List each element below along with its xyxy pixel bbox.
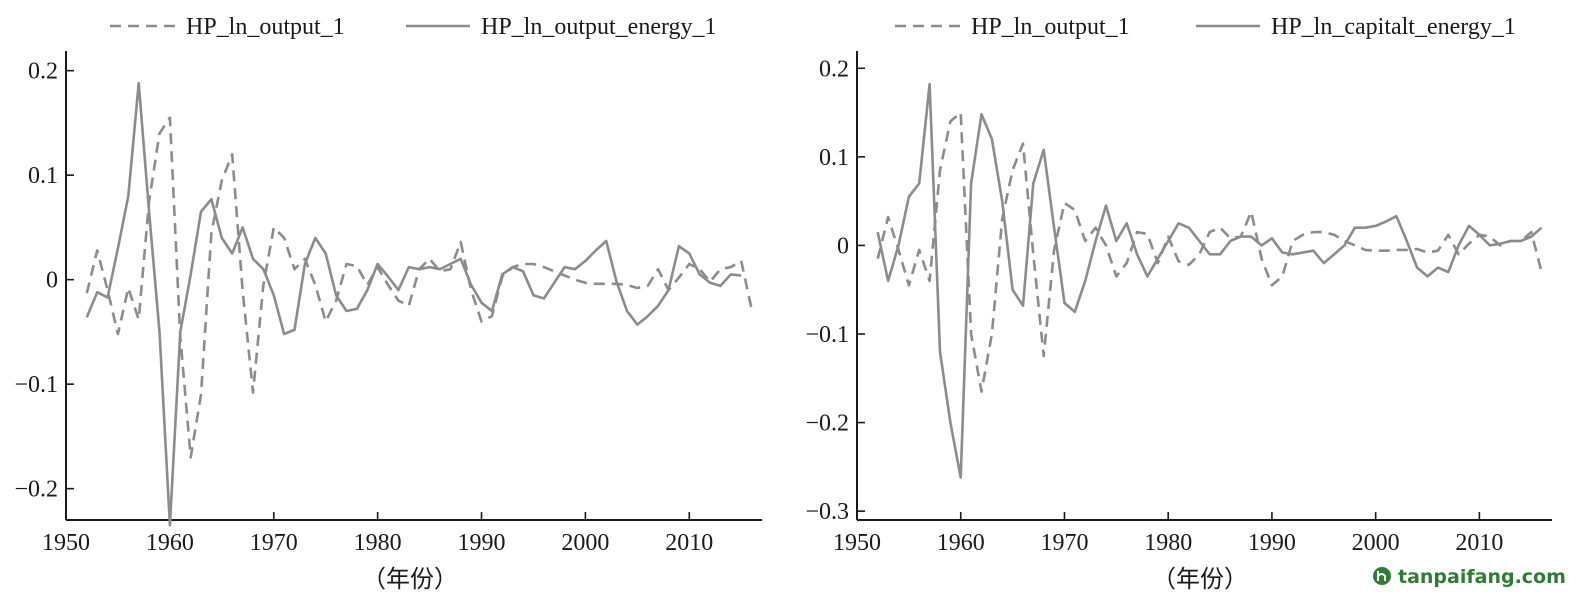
y-tick-label: 0 (837, 233, 849, 259)
series-line-0 (876, 111, 1543, 393)
legend-label-0: HP_ln_output_1 (186, 14, 345, 40)
chart-panel-right: 0.2 0.1 0 −0.1 −0.2 −0.3 1950 1960 1970 1980 1990 2… (805, 14, 1552, 593)
y-tick-label: 0.2 (28, 59, 58, 85)
legend-label-1: HP_ln_capitalt_energy_1 (1271, 14, 1516, 40)
watermark: tanpaifang.com (1373, 566, 1566, 588)
y-tick-label: 0.1 (28, 163, 58, 189)
chart-panel-left: 0.2 0.1 0 −0.1 −0.2 1950 1960 1970 1980 1990 2000 2… (14, 14, 762, 593)
y-tick-label: −0.2 (805, 411, 849, 437)
x-tick-label: 2010 (665, 530, 713, 556)
x-tick-label: 1980 (354, 530, 402, 556)
watermark-logo-glyph (1377, 571, 1386, 581)
series-line-1 (85, 81, 742, 527)
x-tick-label: 1970 (1040, 530, 1088, 556)
series-line-0 (85, 116, 753, 459)
y-tick-label: 0 (46, 268, 58, 294)
legend-label-0: HP_ln_output_1 (971, 14, 1130, 40)
x-tick-label: 1960 (146, 530, 194, 556)
series-line-1 (876, 82, 1543, 479)
x-tick-label: 1970 (250, 530, 298, 556)
x-axis-label: （年份） (1152, 565, 1248, 593)
x-tick-label: 1960 (937, 530, 985, 556)
y-tick-label: −0.2 (14, 477, 58, 503)
x-tick-label: 1950 (833, 530, 881, 556)
watermark-logo-icon (1373, 567, 1391, 585)
y-tick-label: −0.3 (805, 499, 849, 525)
x-tick-label: 2000 (561, 530, 609, 556)
y-tick-label: −0.1 (14, 372, 58, 398)
x-axis-label: （年份） (362, 565, 458, 593)
x-tick-label: 1950 (42, 530, 90, 556)
y-tick-label: 0.1 (819, 145, 849, 171)
watermark-text: tanpaifang.com (1398, 566, 1566, 588)
x-tick-label: 2000 (1352, 530, 1400, 556)
legend-label-1: HP_ln_output_energy_1 (481, 14, 717, 40)
y-tick-label: −0.1 (805, 322, 849, 348)
y-tick-label: 0.2 (819, 56, 849, 82)
x-tick-label: 1990 (458, 530, 506, 556)
x-tick-label: 2010 (1455, 530, 1503, 556)
x-tick-label: 1980 (1144, 530, 1192, 556)
x-tick-label: 1990 (1248, 530, 1296, 556)
